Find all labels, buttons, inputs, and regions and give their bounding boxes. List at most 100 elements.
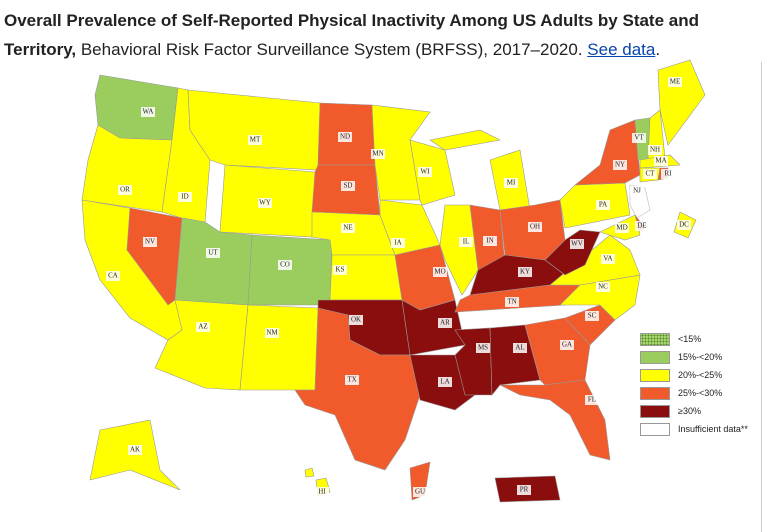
- svg-text:ID: ID: [181, 193, 188, 201]
- state-label-nd: ND: [338, 132, 352, 142]
- svg-text:TX: TX: [347, 376, 356, 384]
- legend-swatch: [640, 422, 670, 436]
- state-label-gu: GU: [413, 487, 427, 497]
- legend-item-gte30: ≥30%: [640, 402, 748, 420]
- svg-text:CA: CA: [108, 272, 118, 280]
- state-label-dc: DC: [677, 220, 691, 230]
- state-label-ok: OK: [349, 315, 363, 325]
- svg-text:VT: VT: [634, 134, 644, 142]
- state-label-me: ME: [668, 77, 682, 87]
- svg-text:MS: MS: [478, 344, 488, 352]
- svg-text:DC: DC: [679, 221, 689, 229]
- state-label-mn: MN: [371, 149, 385, 159]
- state-label-ne: NE: [341, 223, 355, 233]
- state-fl: [499, 379, 611, 461]
- legend-label: 20%-<25%: [678, 370, 723, 380]
- state-label-ma: MA: [654, 156, 668, 166]
- svg-text:ME: ME: [670, 78, 681, 86]
- legend-swatch: [640, 404, 670, 418]
- state-label-ky: KY: [518, 267, 532, 277]
- svg-text:PA: PA: [599, 201, 607, 209]
- svg-text:NM: NM: [266, 329, 278, 337]
- state-label-nv: NV: [143, 237, 157, 247]
- svg-text:MT: MT: [250, 136, 261, 144]
- legend-label: ≥30%: [678, 406, 701, 416]
- state-label-nh: NH: [648, 145, 662, 155]
- svg-text:MN: MN: [372, 150, 383, 158]
- state-label-az: AZ: [196, 322, 210, 332]
- svg-text:SC: SC: [588, 312, 597, 320]
- svg-text:OK: OK: [351, 316, 361, 324]
- state-label-id: ID: [178, 192, 192, 202]
- svg-text:AZ: AZ: [198, 323, 207, 331]
- svg-text:IA: IA: [394, 239, 401, 247]
- state-nm: [239, 304, 319, 391]
- svg-text:DE: DE: [637, 222, 646, 230]
- state-ks: [329, 254, 403, 301]
- legend-item-25-30: 25%-<30%: [640, 384, 748, 402]
- state-label-ut: UT: [206, 248, 220, 258]
- state-label-sc: SC: [585, 311, 599, 321]
- svg-text:NV: NV: [145, 238, 155, 246]
- svg-text:OH: OH: [530, 223, 540, 231]
- svg-text:ND: ND: [340, 133, 350, 141]
- svg-text:TN: TN: [507, 298, 516, 306]
- map-title: Overall Prevalence of Self-Reported Phys…: [4, 6, 769, 64]
- svg-text:MO: MO: [434, 268, 445, 276]
- state-label-mo: MO: [433, 267, 447, 277]
- legend-swatch: [640, 350, 670, 364]
- state-label-ga: GA: [560, 340, 574, 350]
- state-label-va: VA: [601, 254, 615, 264]
- state-pa: [559, 182, 631, 229]
- svg-text:GA: GA: [562, 341, 572, 349]
- state-label-ms: MS: [476, 343, 490, 353]
- legend-label: <15%: [678, 334, 702, 344]
- legend-item-20-25: 20%-<25%: [640, 366, 748, 384]
- state-label-sd: SD: [341, 181, 355, 191]
- svg-text:WY: WY: [259, 199, 271, 207]
- title-end: .: [655, 40, 661, 59]
- svg-text:AL: AL: [515, 344, 524, 352]
- svg-text:UT: UT: [208, 249, 218, 257]
- svg-text:MD: MD: [616, 224, 627, 232]
- svg-text:GU: GU: [415, 488, 425, 496]
- svg-text:SD: SD: [344, 182, 353, 190]
- state-label-fl: FL: [585, 395, 599, 405]
- legend-swatch: [640, 368, 670, 382]
- svg-text:KS: KS: [336, 266, 345, 274]
- state-label-mi: MI: [504, 178, 518, 188]
- legend-item-15-20: 15%-<20%: [640, 348, 748, 366]
- state-label-md: MD: [615, 223, 629, 233]
- svg-text:AR: AR: [440, 319, 450, 327]
- see-data-link[interactable]: See data: [587, 40, 656, 59]
- state-ar: [401, 299, 466, 356]
- state-label-pr: PR: [517, 485, 531, 495]
- state-al: [489, 324, 541, 396]
- legend-item-lt15: <15%: [640, 330, 748, 348]
- legend-label: Insufficient data**: [678, 424, 748, 434]
- state-label-wi: WI: [418, 167, 432, 177]
- state-label-tn: TN: [505, 297, 519, 307]
- state-label-nm: NM: [265, 328, 279, 338]
- svg-text:FL: FL: [588, 396, 596, 404]
- state-me: [657, 59, 706, 146]
- state-tx: [294, 307, 421, 471]
- frame-divider: [761, 62, 762, 532]
- state-label-vt: VT: [632, 133, 646, 143]
- state-label-al: AL: [513, 343, 527, 353]
- state-hi: [304, 467, 315, 478]
- state-label-de: DE: [635, 221, 649, 231]
- svg-text:CO: CO: [280, 261, 290, 269]
- svg-text:IN: IN: [486, 237, 493, 245]
- svg-text:CT: CT: [646, 170, 656, 178]
- svg-text:NH: NH: [650, 146, 660, 154]
- svg-text:PR: PR: [520, 486, 529, 494]
- legend-label: 15%-<20%: [678, 352, 723, 362]
- svg-text:MA: MA: [655, 157, 666, 165]
- state-label-or: OR: [118, 185, 132, 195]
- svg-text:RI: RI: [665, 170, 673, 178]
- title-source: Behavioral Risk Factor Surveillance Syst…: [76, 40, 588, 59]
- svg-text:WV: WV: [571, 240, 583, 248]
- title-bold: Overall Prevalence of Self-Reported Phys…: [4, 11, 699, 59]
